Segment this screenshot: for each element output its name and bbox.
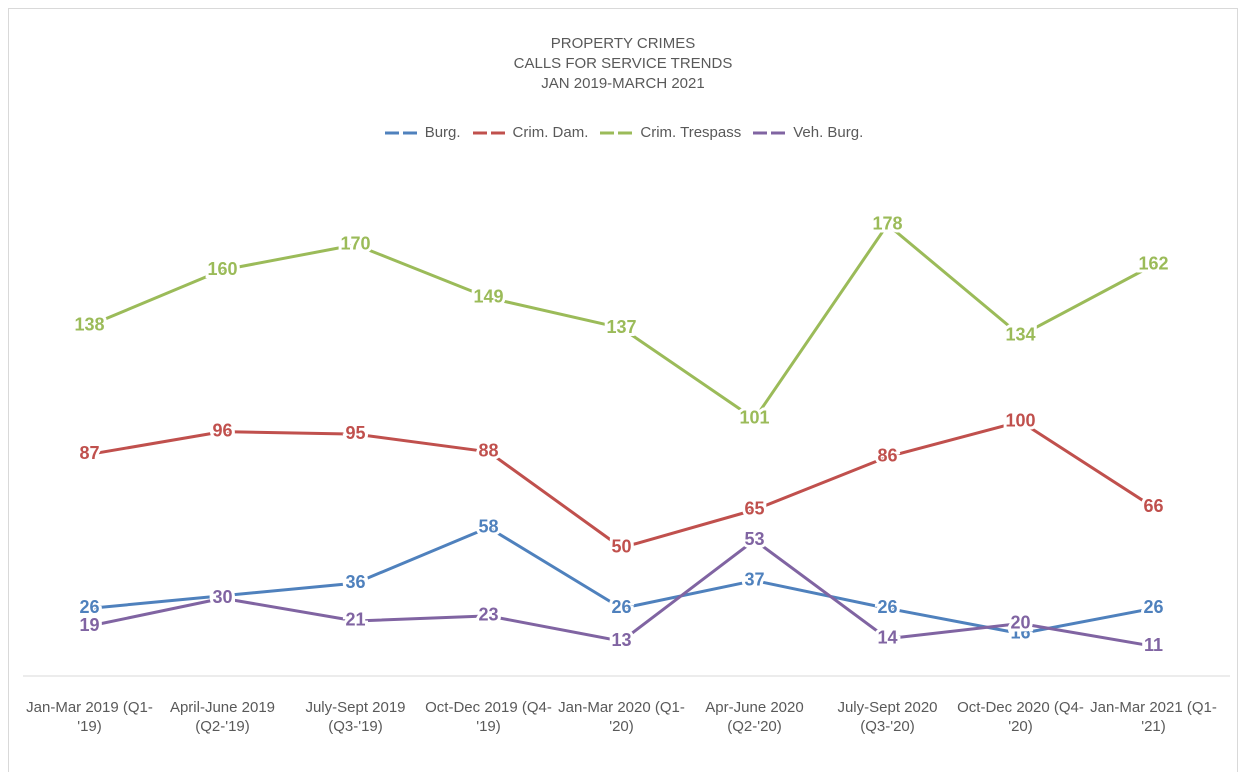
data-label: 23 (478, 605, 498, 625)
data-label: 13 (611, 630, 631, 650)
chart-title: PROPERTY CRIMES CALLS FOR SERVICE TRENDS… (513, 35, 733, 92)
legend-swatch (600, 131, 635, 134)
data-label: 101 (739, 408, 769, 428)
data-label: 30 (212, 587, 232, 607)
data-label: 160 (207, 259, 237, 279)
data-label: 21 (345, 610, 365, 630)
legend-swatch (472, 131, 507, 134)
data-label: 31 (212, 584, 232, 604)
series-line (89, 526, 1154, 636)
x-tick-label: July-Sept 2019 (Q3-'19) (305, 699, 406, 735)
legend-swatch (753, 131, 788, 134)
data-label: 66 (1143, 496, 1163, 516)
x-tick-label: Apr-June 2020 (Q2-'20) (705, 699, 804, 735)
x-tick-label: April-June 2019 (Q2-'19) (169, 699, 276, 735)
legend-item: Burg. (383, 124, 461, 141)
x-tick-label: Oct-Dec 2019 (Q4-'19) (425, 699, 552, 735)
legend-label: Veh. Burg. (793, 124, 864, 141)
x-tick-label: July-Sept 2020 (Q3-'20) (837, 699, 938, 735)
legend-label: Crim. Trespass (640, 124, 742, 141)
data-label: 149 (473, 287, 503, 307)
legend-item: Veh. Burg. (751, 124, 863, 141)
data-label: 26 (1143, 597, 1163, 617)
data-label: 26 (611, 597, 631, 617)
data-label: 65 (744, 499, 764, 519)
data-label: 137 (606, 317, 636, 337)
series-line (89, 538, 1154, 648)
data-label: 134 (1005, 324, 1035, 344)
data-label: 53 (744, 529, 764, 549)
data-label: 95 (345, 423, 365, 443)
data-label: 100 (1005, 410, 1035, 430)
data-label: 37 (744, 569, 764, 589)
legend-label: Crim. Dam. (512, 124, 589, 141)
data-label: 162 (1138, 254, 1168, 274)
data-label: 50 (611, 537, 631, 557)
data-label: 178 (872, 213, 902, 233)
data-label: 26 (79, 597, 99, 617)
data-label: 26 (877, 597, 897, 617)
x-tick-label: Jan-Mar 2020 (Q1-'20) (558, 699, 685, 735)
data-label: 16 (1010, 622, 1030, 642)
data-label: 88 (478, 441, 498, 461)
data-label: 170 (340, 234, 370, 254)
x-tick-label: Jan-Mar 2019 (Q1-'19) (26, 699, 153, 735)
legend-label: Burg. (424, 124, 461, 141)
series-line (89, 420, 1155, 550)
data-label: 86 (877, 446, 897, 466)
data-label: 58 (478, 516, 498, 536)
data-label: 19 (79, 615, 99, 635)
data-label: 11 (1144, 635, 1163, 655)
data-label: 14 (877, 627, 897, 647)
legend: Burg. Crim. Dam. Crim. Trespass Veh. Burg. (0, 124, 1246, 141)
legend-item: Crim. Dam. (471, 124, 589, 141)
data-label: 87 (79, 443, 99, 463)
data-label: 138 (74, 314, 104, 334)
data-label: 96 (212, 420, 232, 440)
series-line (88, 223, 1155, 421)
data-label: 36 (345, 572, 365, 592)
data-label: 20 (1010, 612, 1030, 632)
legend-item: Crim. Trespass (598, 124, 741, 141)
x-tick-label: Jan-Mar 2021 (Q1-'21) (1090, 699, 1217, 735)
chart-border (8, 8, 1238, 772)
legend-swatch (384, 131, 419, 134)
x-tick-label: Oct-Dec 2020 (Q4-'20) (957, 699, 1084, 735)
